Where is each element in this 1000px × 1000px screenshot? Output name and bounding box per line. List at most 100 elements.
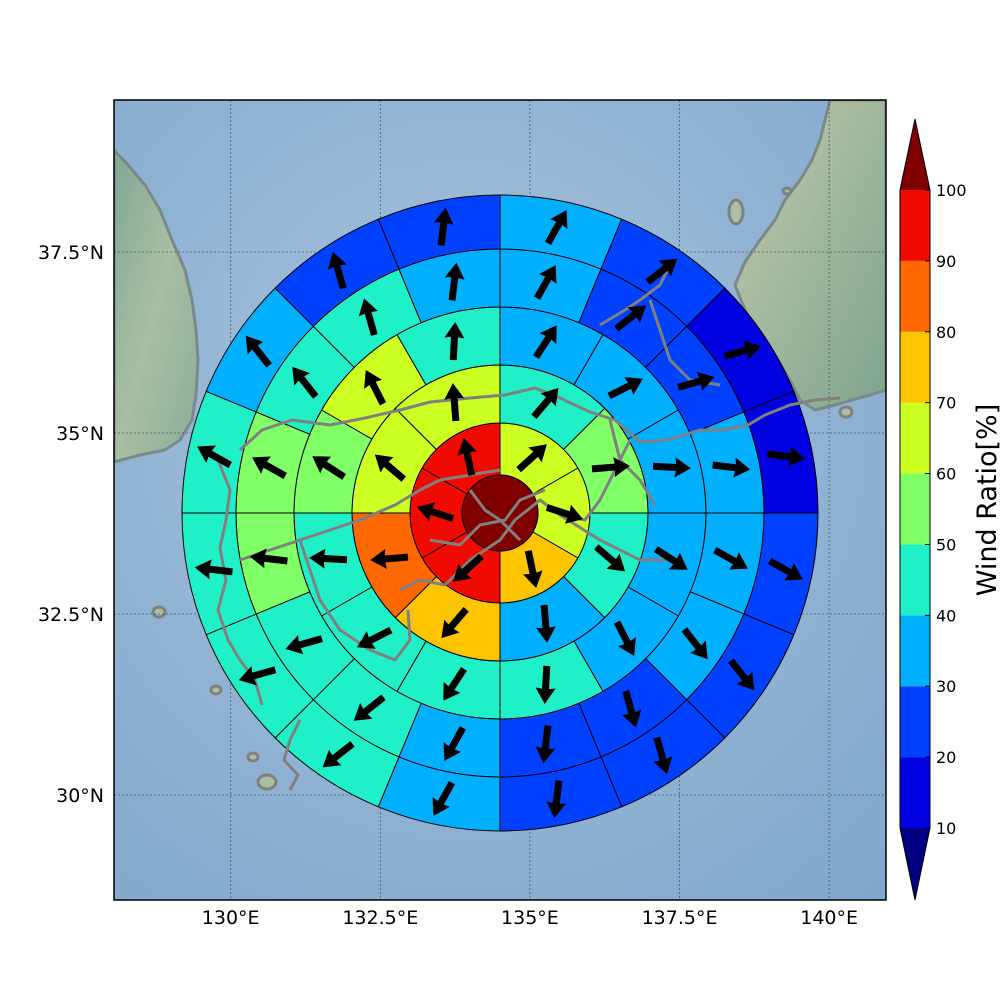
lon-tick-label: 135°E [501, 907, 559, 929]
wind-arrow [370, 548, 409, 569]
wind-arrow [322, 741, 355, 768]
lon-tick-label: 137.5°E [642, 907, 718, 929]
wind-arrow [535, 725, 556, 764]
colorbar-tick-label: 60 [936, 465, 956, 484]
colorbar-segment [900, 190, 930, 261]
wind-arrow [292, 366, 319, 399]
wind-arrow [535, 665, 556, 704]
wind-arrow [681, 627, 708, 660]
wind-arrow [653, 736, 673, 775]
land-honshu [733, 100, 886, 412]
wind-arrow [544, 210, 568, 246]
colorbar-tick-label: 90 [936, 252, 956, 271]
wind-arrow [357, 626, 393, 649]
islands [151, 186, 854, 791]
wind-arrow [653, 546, 688, 570]
wind-arrow [358, 298, 378, 336]
colorbar-segment [900, 615, 930, 687]
wind-arrow [713, 546, 748, 570]
wind-arrow [416, 502, 455, 522]
wind-arrow [441, 606, 469, 639]
colorbar-tick-label: 100 [936, 181, 967, 200]
colorbar-tick-label: 70 [936, 394, 956, 413]
map-frame [113, 99, 887, 901]
wind-arrow [533, 265, 557, 300]
lat-tick-label: 37.5°N [38, 242, 104, 264]
wind-arrow [645, 258, 678, 285]
wind-arrow [677, 371, 715, 391]
land-korea [114, 147, 200, 464]
wind-arrow [194, 559, 233, 580]
wind-arrow [197, 445, 233, 469]
wind-arrow [767, 557, 803, 581]
colorbar-over-triangle [900, 119, 930, 190]
colorbar-segment [900, 260, 930, 332]
colorbar-tick-label: 40 [936, 606, 956, 625]
wind-arrow [312, 456, 347, 480]
colorbar-segment [900, 544, 930, 616]
wind-arrow [443, 726, 467, 761]
wind-arrow [545, 504, 584, 524]
wind-arrow [245, 335, 272, 368]
lon-tick-label: 132.5°E [342, 907, 418, 929]
colorbar-tick-label: 80 [936, 323, 956, 342]
colorbar-tick-label: 20 [936, 748, 956, 767]
wind-arrow [535, 604, 556, 643]
wind-arrow [453, 553, 484, 582]
lat-tick-label: 32.5°N [38, 604, 104, 626]
wind-arrow [238, 666, 277, 686]
lat-tick-label: 30°N [56, 785, 104, 807]
colorbar-title: Wind Ratio[%] [972, 404, 1000, 596]
latitude-tick-labels: 30°N 32.5°N 35°N 37.5°N [38, 242, 104, 807]
colorbar-segment [900, 402, 930, 474]
wind-arrow [444, 262, 465, 301]
lon-tick-label: 140°E [800, 907, 858, 929]
wind-arrow [593, 544, 626, 572]
sector-cell [377, 194, 501, 270]
wind-arrow [533, 325, 557, 360]
map-area [114, 100, 886, 900]
wind-arrow [364, 370, 387, 406]
wind-arrow [353, 694, 386, 721]
wind-arrow [285, 635, 323, 655]
wind-arrow [516, 444, 547, 473]
wind-arrow [652, 457, 691, 478]
wind-arrow [531, 387, 559, 420]
wind-arrows [194, 207, 806, 819]
wind-arrow [523, 550, 543, 588]
wind-arrow [432, 780, 456, 816]
colorbar-segment [900, 686, 930, 758]
wind-arrow [444, 383, 465, 422]
wind-arrow [444, 322, 465, 361]
colorbar-tick-label: 50 [936, 535, 956, 554]
colorbar-under-triangle [900, 828, 930, 900]
colorbar-tick-label: 30 [936, 677, 956, 696]
wind-arrow [613, 620, 636, 656]
colorbar-segment [900, 473, 930, 545]
wind-arrow [433, 207, 454, 246]
wind-arrow [728, 658, 755, 691]
wind-arrow [249, 548, 288, 569]
wind-arrow [767, 446, 806, 467]
center-cell [461, 474, 539, 552]
wind-arrow [327, 251, 347, 290]
wind-arrow [712, 457, 751, 478]
lon-tick-label: 130°E [202, 907, 260, 929]
wind-arrow [443, 666, 467, 701]
wind-arrow [607, 377, 643, 400]
wind-arrow [546, 780, 567, 819]
lat-tick-label: 35°N [56, 423, 104, 445]
coastline [216, 264, 841, 791]
wind-arrow [723, 340, 762, 360]
colorbar: 10 20 30 40 50 60 70 80 90 100 [899, 118, 967, 901]
colorbar-tick-label: 10 [936, 819, 956, 838]
wind-arrow [457, 438, 477, 476]
wind-arrow [309, 548, 348, 569]
wind-arrow [591, 457, 630, 478]
wind-arrow [252, 456, 287, 480]
wind-arrow [622, 690, 642, 728]
longitude-tick-labels: 130°E 132.5°E 135°E 137.5°E 140°E [202, 907, 858, 929]
wind-arrow [374, 454, 407, 482]
colorbar-segment [900, 757, 930, 828]
